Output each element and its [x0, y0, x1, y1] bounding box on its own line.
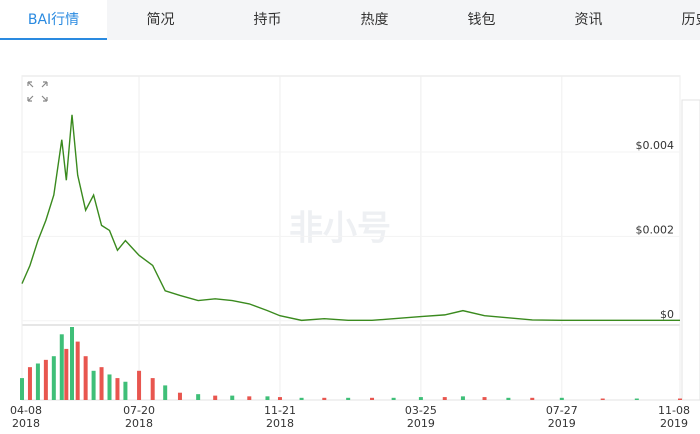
volume-bar	[91, 370, 96, 400]
volume-bar	[247, 396, 252, 400]
tab[interactable]: 持币	[253, 12, 282, 28]
volume-bar	[299, 397, 304, 400]
tab[interactable]: 历史	[681, 12, 700, 28]
volume-bar	[107, 374, 112, 400]
volume-bar	[43, 359, 48, 400]
x-tick-label: 11-21 2018	[263, 404, 296, 430]
volume-bar	[64, 348, 69, 400]
volume-bar	[265, 396, 270, 400]
watermark: 非小号	[289, 209, 391, 249]
volume-bar	[213, 395, 218, 400]
volume-bar	[418, 397, 423, 400]
volume-bar	[391, 397, 396, 400]
volume-bar	[20, 378, 24, 400]
volume-bar	[27, 367, 32, 400]
volume-bar	[482, 397, 487, 400]
volume-bar	[59, 334, 64, 400]
volume-bar	[150, 378, 155, 400]
volume-bar	[35, 363, 40, 400]
volume-bar	[51, 356, 56, 400]
expand-icon	[27, 81, 48, 102]
tab-bar: BAI行情 简况 持币 热度 钱包 资讯 历史	[0, 0, 700, 40]
y-tick-label: $0	[660, 308, 674, 321]
volume-bar	[678, 398, 682, 400]
volume-bar	[346, 397, 351, 400]
volume-bar	[460, 396, 465, 400]
tab[interactable]: 简况	[146, 12, 175, 28]
volume-bar	[83, 356, 88, 400]
volume-bar	[230, 395, 235, 400]
x-tick-label: 07-27 2019	[545, 404, 578, 430]
y-tick-label: $0.002	[636, 223, 675, 236]
volume-bar	[75, 341, 80, 400]
volume-bar	[634, 398, 639, 400]
x-tick-label: 07-20 2018	[123, 404, 156, 430]
volume-bar	[163, 385, 168, 400]
volume-bar	[196, 394, 201, 400]
y-tick-label: $0.004	[636, 139, 675, 152]
volume-bar	[600, 398, 605, 400]
volume-bar	[123, 381, 128, 400]
volume-bar	[370, 397, 375, 400]
volume-bar	[442, 397, 447, 400]
volume-bar	[506, 397, 511, 400]
volume-bar	[70, 327, 75, 400]
x-tick-label: 04-08 2018	[10, 404, 42, 430]
volume-bar	[277, 397, 282, 400]
volume-bar	[322, 397, 327, 400]
volume-bar	[559, 397, 564, 400]
x-tick-label: 11-08 2019	[658, 404, 690, 430]
side-panel	[681, 99, 700, 401]
volume-bar	[99, 367, 104, 400]
price-line	[21, 114, 680, 322]
tab[interactable]: 热度	[360, 12, 389, 28]
tab[interactable]: BAI行情	[0, 0, 107, 40]
x-tick-label: 03-25 2019	[404, 404, 437, 430]
tab[interactable]: 钱包	[467, 12, 496, 28]
tab[interactable]: 资讯	[574, 12, 603, 28]
volume-bar	[530, 397, 535, 400]
volume-bar	[137, 370, 142, 400]
volume-bar	[115, 378, 120, 400]
volume-bar	[177, 392, 182, 400]
